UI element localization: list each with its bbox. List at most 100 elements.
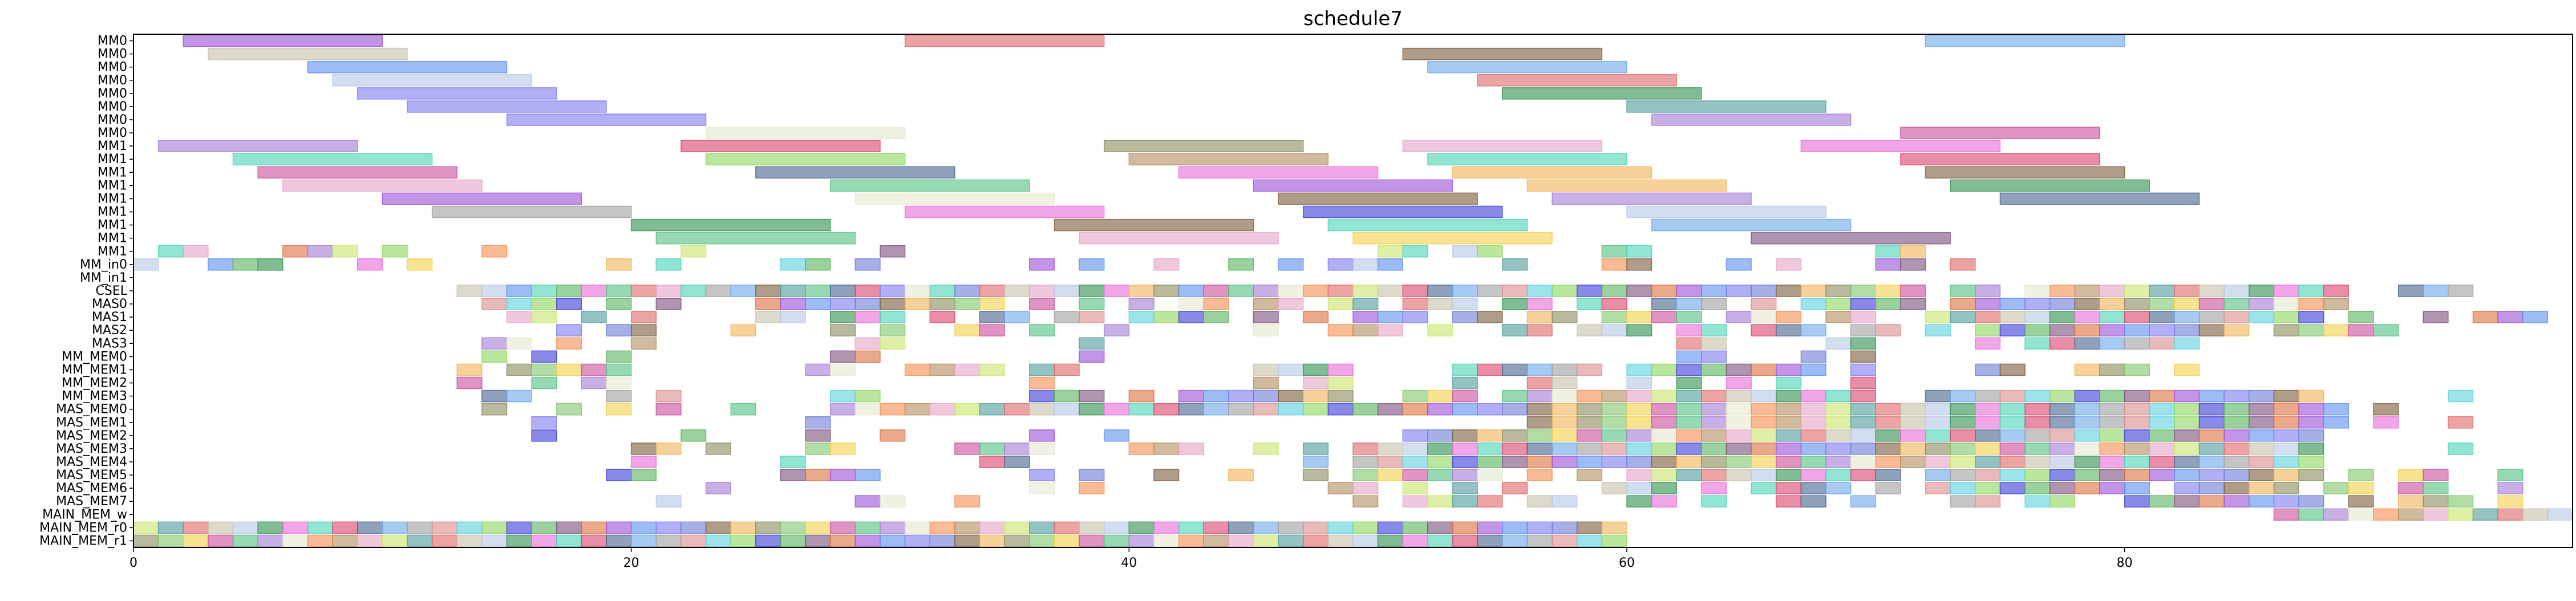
task-bar-mas2-295 xyxy=(954,324,981,337)
task-bar-mas0-180 xyxy=(655,298,682,310)
task-bar-mm1-67 xyxy=(1601,245,1627,258)
task-bar-mas-mem0-486 xyxy=(1128,403,1155,416)
task-bar-mm1-61 xyxy=(681,245,707,258)
task-bar-mas-mem3-633 xyxy=(1427,442,1453,455)
task-bar-mas-mem0-509 xyxy=(1701,403,1727,416)
task-bar-mm-mem2-404 xyxy=(606,376,632,389)
task-bar-main-mem-r1-913 xyxy=(307,534,333,547)
task-bar-mas0-216 xyxy=(1950,298,1976,310)
task-bar-csel-170 xyxy=(2298,285,2324,297)
task-bar-mm-mem3-453 xyxy=(1950,389,1976,403)
task-bar-main-mem-r1-906 xyxy=(133,534,159,547)
task-bar-mas-mem1-559 xyxy=(2049,416,2076,429)
task-bar-mas2-307 xyxy=(1601,324,1627,337)
task-bar-mas-mem7-814 xyxy=(1776,495,1802,508)
task-bar-mas-mem6-769 xyxy=(1402,482,1428,494)
task-bar-mm-mem1-384 xyxy=(1552,363,1578,376)
task-bar-mas-mem4-689 xyxy=(1701,456,1727,468)
task-bar-mas-mem3-632 xyxy=(1402,442,1428,455)
task-bar-mas-mem3-627 xyxy=(1178,442,1204,455)
task-bar-mas-mem4-702 xyxy=(2024,456,2051,468)
task-bar-mm-mem0-359 xyxy=(1701,350,1727,363)
task-bar-csel-104 xyxy=(606,285,632,297)
task-bar-main-mem-r0-868 xyxy=(681,521,707,534)
task-bar-mm-mem2-414 xyxy=(1726,376,1752,389)
task-bar-mas-mem1-571 xyxy=(2373,416,2399,429)
task-bar-mas2-329 xyxy=(2298,324,2324,337)
task-bar-mas-mem3-646 xyxy=(1751,442,1777,455)
task-bar-mas-mem7-820 xyxy=(2049,495,2076,508)
task-bar-mas1-263 xyxy=(1726,311,1752,323)
task-bar-mas-mem2-604 xyxy=(2024,429,2051,442)
task-bar-mm-mem1-388 xyxy=(1676,363,1702,376)
task-bar-mas-mem0-533 xyxy=(2298,403,2324,416)
task-bar-mm-mem1-380 xyxy=(1452,363,1478,376)
task-bar-mas-mem1-543 xyxy=(1651,416,1677,429)
task-bar-mm-mem3-417 xyxy=(481,389,508,403)
task-bar-mas-mem0-504 xyxy=(1576,403,1603,416)
task-bar-mas-mem4-691 xyxy=(1751,456,1777,468)
task-bar-mas0-204 xyxy=(1526,298,1553,310)
task-bar-mm1-47 xyxy=(1054,218,1254,232)
task-bar-mas-mem3-644 xyxy=(1701,442,1727,455)
task-bar-mas-mem4-705 xyxy=(2099,456,2125,468)
task-bar-mas-mem7-813 xyxy=(1701,495,1727,508)
task-bar-mm-mem3-421 xyxy=(829,389,856,403)
task-bar-main-mem-r1-950 xyxy=(1228,534,1254,547)
task-bar-mas3-333 xyxy=(481,337,508,350)
task-bar-mas-mem5-729 xyxy=(1452,469,1478,481)
task-bar-mas-mem3-634 xyxy=(1452,442,1478,455)
task-bar-main-mem-r0-856 xyxy=(382,521,408,534)
task-bar-main-mem-r1-924 xyxy=(581,534,607,547)
task-bar-mas2-292 xyxy=(730,324,756,337)
task-bar-csel-144 xyxy=(1601,285,1627,297)
task-bar-mm1-33 xyxy=(829,179,1030,192)
task-bar-mas-mem5-737 xyxy=(1726,469,1752,481)
task-bar-mas-mem7-828 xyxy=(2298,495,2324,508)
task-bar-main-mem-r1-939 xyxy=(954,534,981,547)
task-bar-csel-136 xyxy=(1402,285,1428,297)
task-bar-mas-mem3-626 xyxy=(1153,442,1180,455)
task-bar-mas-mem3-655 xyxy=(1975,442,2001,455)
task-bar-mas-mem0-481 xyxy=(1004,403,1030,416)
task-bar-csel-168 xyxy=(2249,285,2275,297)
task-bar-mas1-275 xyxy=(2099,311,2125,323)
task-bar-mm1-69 xyxy=(1875,245,1901,258)
task-bar-mas3-335 xyxy=(556,337,582,350)
task-bar-mas-mem5-741 xyxy=(1825,469,1852,481)
task-bar-mas1-252 xyxy=(1352,311,1379,323)
task-bar-main-mem-r0-902 xyxy=(1526,521,1553,534)
task-bar-mas2-317 xyxy=(1975,324,2001,337)
task-bar-mas0-217 xyxy=(1975,298,2001,310)
task-bar-mas0-227 xyxy=(2223,298,2250,310)
plot-frame xyxy=(133,34,2573,548)
task-bar-mas0-188 xyxy=(929,298,955,310)
task-bar-mas-mem3-620 xyxy=(829,442,856,455)
task-bar-mas-mem2-583 xyxy=(1502,429,1528,442)
task-bar-mm-mem0-361 xyxy=(1850,350,1877,363)
task-bar-mm1-23 xyxy=(705,153,906,166)
task-bar-mm1-44 xyxy=(1302,205,1503,218)
y-tick-label: MM0 xyxy=(98,47,127,62)
task-bar-mas-mem6-773 xyxy=(1626,482,1652,494)
task-bar-mas-mem6-798 xyxy=(2423,482,2449,494)
task-bar-mas-mem3-652 xyxy=(1900,442,1926,455)
task-bar-main-mem-r0-861 xyxy=(506,521,532,534)
task-bar-mas-mem3-619 xyxy=(805,442,831,455)
task-bar-mas-mem0-503 xyxy=(1552,403,1578,416)
task-bar-mas-mem0-474 xyxy=(829,403,856,416)
task-bar-mas-mem1-539 xyxy=(1552,416,1578,429)
task-bar-mas-mem3-631 xyxy=(1377,442,1404,455)
task-bar-mas-mem7-803 xyxy=(954,495,981,508)
task-bar-mm0-9 xyxy=(357,87,557,100)
task-bar-mas2-315 xyxy=(1875,324,1901,337)
task-bar-mm-in0-85 xyxy=(1228,258,1254,271)
task-bar-mas0-196 xyxy=(1253,298,1279,310)
task-bar-mas-mem0-493 xyxy=(1302,403,1329,416)
task-bar-mas-mem4-708 xyxy=(2174,456,2200,468)
task-bar-mm-mem1-385 xyxy=(1576,363,1603,376)
task-bar-mas3-346 xyxy=(2049,337,2076,350)
task-bar-mm-in0-93 xyxy=(1726,258,1752,271)
task-bar-main-mem-r1-938 xyxy=(929,534,955,547)
task-bar-mas-mem3-640 xyxy=(1601,442,1627,455)
